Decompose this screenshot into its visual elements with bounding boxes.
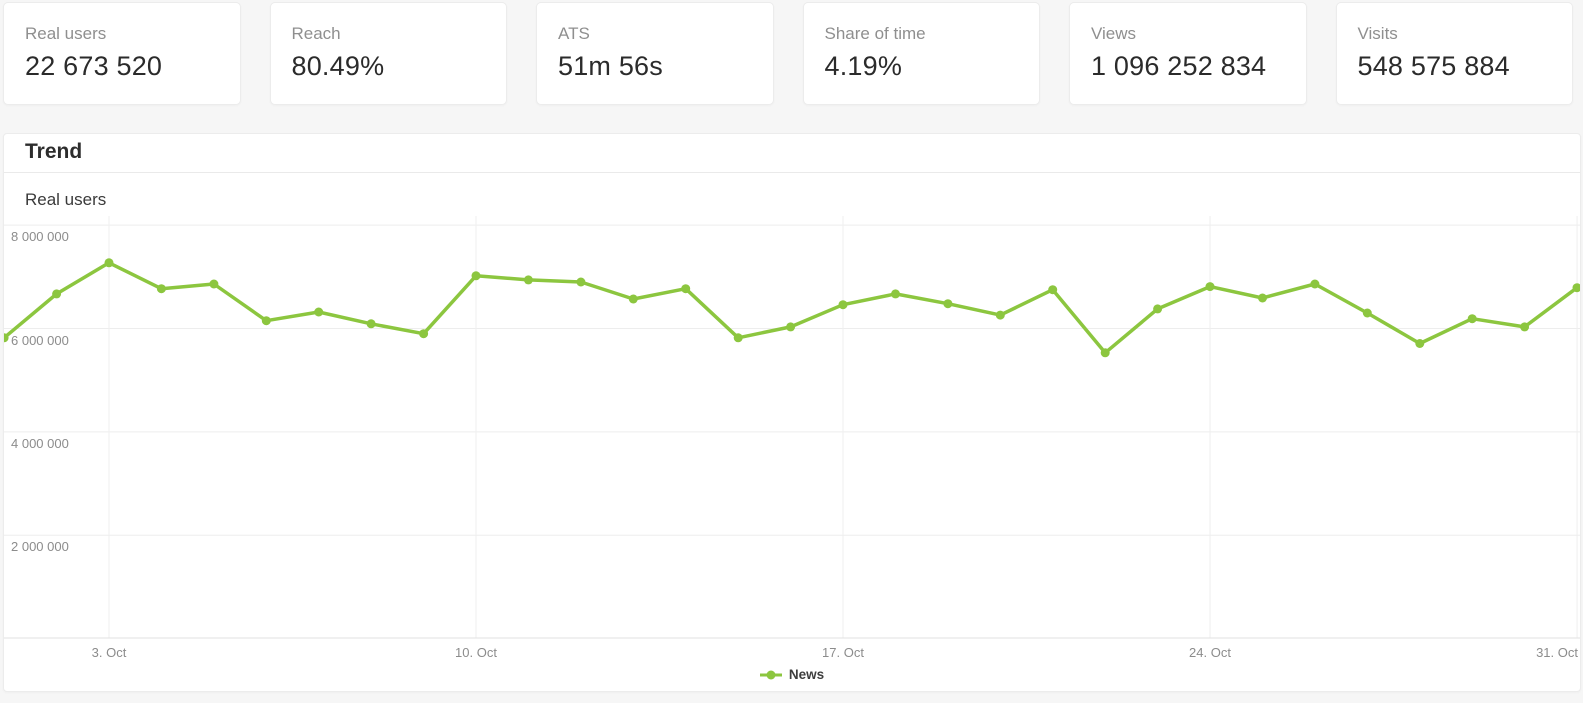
data-point[interactable] (943, 299, 953, 309)
kpi-card-share-of-time: Share of time 4.19% (802, 2, 1040, 105)
legend-label: News (788, 667, 825, 682)
data-point[interactable] (576, 277, 586, 287)
data-point[interactable] (1520, 322, 1530, 332)
data-point[interactable] (1572, 283, 1581, 293)
data-point[interactable] (261, 316, 271, 326)
kpi-label: Reach (291, 24, 341, 43)
data-point[interactable] (471, 271, 481, 281)
kpi-card-ats: ATS 51m 56s (536, 2, 774, 105)
x-tick-label: 24. Oct (1189, 645, 1231, 660)
data-point[interactable] (1153, 304, 1163, 314)
kpi-cards-row: Real users 22 673 520 Reach 80.49% ATS 5… (3, 2, 1573, 105)
kpi-value: 80.49% (291, 51, 385, 82)
x-tick-label: 3. Oct (91, 645, 127, 660)
data-point[interactable] (523, 275, 533, 285)
data-point[interactable] (1310, 279, 1320, 289)
data-point[interactable] (1205, 282, 1215, 292)
data-point[interactable] (209, 279, 219, 289)
legend-marker-icon (759, 670, 782, 679)
kpi-card-visits: Visits 548 575 884 (1335, 2, 1573, 105)
kpi-label: Share of time (824, 24, 926, 43)
kpi-value: 22 673 520 (25, 51, 163, 82)
data-point[interactable] (1100, 348, 1110, 358)
data-point[interactable] (1467, 314, 1477, 324)
data-point[interactable] (733, 333, 743, 343)
data-point[interactable] (1362, 308, 1372, 318)
data-point[interactable] (1048, 285, 1058, 295)
kpi-card-views: Views 1 096 252 834 (1069, 2, 1307, 105)
data-point[interactable] (1258, 293, 1267, 303)
legend-item-news[interactable]: News (759, 667, 825, 682)
data-point[interactable] (52, 289, 62, 299)
x-axis-tick-labels: 3. Oct 10. Oct 17. Oct 24. Oct 31. Oct (4, 645, 1580, 663)
chart-legend: News (4, 667, 1580, 682)
y-tick-label: 4 000 000 (11, 435, 69, 451)
kpi-value: 1 096 252 834 (1091, 51, 1267, 82)
y-tick-label: 2 000 000 (11, 539, 69, 555)
data-point[interactable] (995, 310, 1005, 320)
x-tick-label: 17. Oct (822, 645, 864, 660)
data-point[interactable] (104, 258, 114, 268)
data-point[interactable] (4, 333, 9, 343)
kpi-value: 51m 56s (558, 51, 663, 82)
data-point[interactable] (1415, 339, 1425, 348)
data-point[interactable] (891, 289, 900, 299)
data-point[interactable] (838, 300, 848, 310)
data-point[interactable] (419, 329, 429, 339)
kpi-label: ATS (558, 24, 590, 43)
kpi-card-real-users: Real users 22 673 520 (3, 2, 241, 105)
kpi-value: 4.19% (824, 51, 903, 82)
kpi-label: Real users (25, 24, 107, 43)
trend-panel: Trend Real users 2 000 000 4 000 000 6 000… (3, 133, 1581, 692)
data-point[interactable] (681, 284, 691, 294)
data-point[interactable] (314, 307, 324, 317)
kpi-label: Visits (1357, 24, 1398, 43)
kpi-label: Views (1091, 24, 1137, 43)
data-point[interactable] (786, 322, 796, 332)
x-tick-label: 31. Oct (1536, 645, 1578, 660)
trend-chart: 2 000 000 4 000 000 6 000 000 8 000 000 (4, 216, 1580, 639)
data-point[interactable] (366, 319, 376, 329)
data-point[interactable] (156, 284, 166, 294)
data-point[interactable] (628, 294, 638, 304)
x-tick-label: 10. Oct (455, 645, 497, 660)
trend-line-news (4, 261, 1579, 355)
kpi-card-reach: Reach 80.49% (269, 2, 507, 105)
kpi-value: 548 575 884 (1357, 51, 1510, 82)
trend-chart-svg (4, 216, 1580, 639)
panel-title: Trend (4, 134, 1580, 173)
y-tick-label: 8 000 000 (11, 229, 69, 245)
y-tick-label: 6 000 000 (11, 332, 69, 348)
chart-metric-subtitle: Real users (25, 190, 107, 209)
